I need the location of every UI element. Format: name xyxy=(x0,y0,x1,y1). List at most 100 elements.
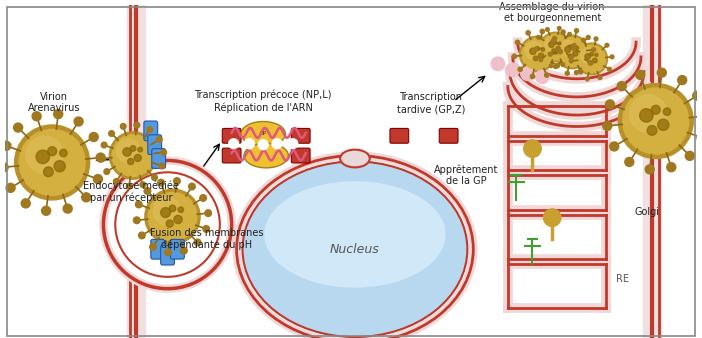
Circle shape xyxy=(534,56,538,61)
Circle shape xyxy=(531,74,535,79)
Circle shape xyxy=(15,125,90,200)
Circle shape xyxy=(541,32,570,62)
Circle shape xyxy=(636,70,644,79)
Circle shape xyxy=(561,30,565,34)
Circle shape xyxy=(128,159,134,165)
Ellipse shape xyxy=(264,181,446,288)
Circle shape xyxy=(558,42,561,45)
Circle shape xyxy=(539,58,543,62)
Circle shape xyxy=(581,38,585,42)
FancyBboxPatch shape xyxy=(439,128,458,143)
Circle shape xyxy=(540,29,545,33)
Circle shape xyxy=(640,108,653,122)
Circle shape xyxy=(573,51,578,56)
Circle shape xyxy=(112,135,154,176)
Circle shape xyxy=(13,123,22,132)
FancyBboxPatch shape xyxy=(390,128,409,143)
Circle shape xyxy=(524,140,541,158)
Circle shape xyxy=(126,183,132,189)
Circle shape xyxy=(700,112,702,121)
Circle shape xyxy=(574,29,578,33)
Circle shape xyxy=(41,206,51,215)
FancyBboxPatch shape xyxy=(291,128,310,143)
Circle shape xyxy=(89,132,98,142)
Circle shape xyxy=(657,68,666,77)
Circle shape xyxy=(530,48,536,54)
Circle shape xyxy=(645,165,654,174)
Circle shape xyxy=(561,63,564,67)
Circle shape xyxy=(578,70,583,74)
Circle shape xyxy=(258,140,268,150)
Circle shape xyxy=(491,57,505,71)
Circle shape xyxy=(174,215,182,224)
Circle shape xyxy=(135,201,142,208)
Circle shape xyxy=(110,132,157,179)
Circle shape xyxy=(610,55,614,59)
Circle shape xyxy=(123,148,131,156)
FancyBboxPatch shape xyxy=(148,135,161,154)
Circle shape xyxy=(26,136,63,174)
Circle shape xyxy=(54,161,65,172)
Circle shape xyxy=(610,142,618,151)
Circle shape xyxy=(589,61,592,65)
Circle shape xyxy=(147,127,152,132)
Circle shape xyxy=(557,26,561,30)
Circle shape xyxy=(542,34,568,60)
Circle shape xyxy=(605,100,614,109)
Circle shape xyxy=(152,175,157,180)
Circle shape xyxy=(578,45,606,73)
Circle shape xyxy=(161,150,166,155)
Ellipse shape xyxy=(244,143,289,168)
Circle shape xyxy=(161,208,171,218)
Circle shape xyxy=(556,46,560,51)
Circle shape xyxy=(581,48,597,64)
Circle shape xyxy=(592,48,595,52)
Circle shape xyxy=(568,54,572,58)
Circle shape xyxy=(545,73,549,77)
FancyBboxPatch shape xyxy=(151,239,164,259)
Circle shape xyxy=(625,158,634,166)
Circle shape xyxy=(19,129,85,195)
Circle shape xyxy=(592,58,597,63)
Circle shape xyxy=(166,220,173,227)
Circle shape xyxy=(565,71,569,75)
Circle shape xyxy=(506,63,519,77)
Text: Transcription précoce (NP,L)
Réplication de l'ARN: Transcription précoce (NP,L) Réplication… xyxy=(194,90,332,113)
Circle shape xyxy=(538,53,543,58)
Circle shape xyxy=(607,67,611,71)
Circle shape xyxy=(109,131,114,136)
Circle shape xyxy=(537,35,541,39)
Circle shape xyxy=(667,163,676,172)
Circle shape xyxy=(548,52,552,56)
Circle shape xyxy=(521,67,534,80)
Circle shape xyxy=(594,37,598,41)
Circle shape xyxy=(573,43,576,47)
Circle shape xyxy=(617,82,626,91)
Circle shape xyxy=(572,47,576,50)
FancyBboxPatch shape xyxy=(223,148,241,163)
Circle shape xyxy=(93,175,102,184)
Ellipse shape xyxy=(241,161,468,338)
Text: Assemblage du virion
et bourgeonnement: Assemblage du virion et bourgeonnement xyxy=(499,2,605,23)
Circle shape xyxy=(570,55,574,58)
Circle shape xyxy=(395,146,404,155)
Circle shape xyxy=(685,151,694,161)
Circle shape xyxy=(409,148,419,158)
Circle shape xyxy=(101,142,107,148)
Circle shape xyxy=(569,59,573,63)
Circle shape xyxy=(570,45,574,49)
Circle shape xyxy=(545,37,559,51)
Circle shape xyxy=(552,49,555,53)
Circle shape xyxy=(74,117,83,126)
Circle shape xyxy=(48,147,57,156)
Text: Golgi: Golgi xyxy=(634,207,659,217)
Circle shape xyxy=(605,43,609,47)
Ellipse shape xyxy=(340,150,370,167)
Circle shape xyxy=(6,183,15,192)
Circle shape xyxy=(103,161,232,289)
Circle shape xyxy=(518,67,522,71)
Circle shape xyxy=(81,193,91,202)
Ellipse shape xyxy=(241,122,286,146)
Circle shape xyxy=(272,139,282,149)
Circle shape xyxy=(525,42,543,59)
